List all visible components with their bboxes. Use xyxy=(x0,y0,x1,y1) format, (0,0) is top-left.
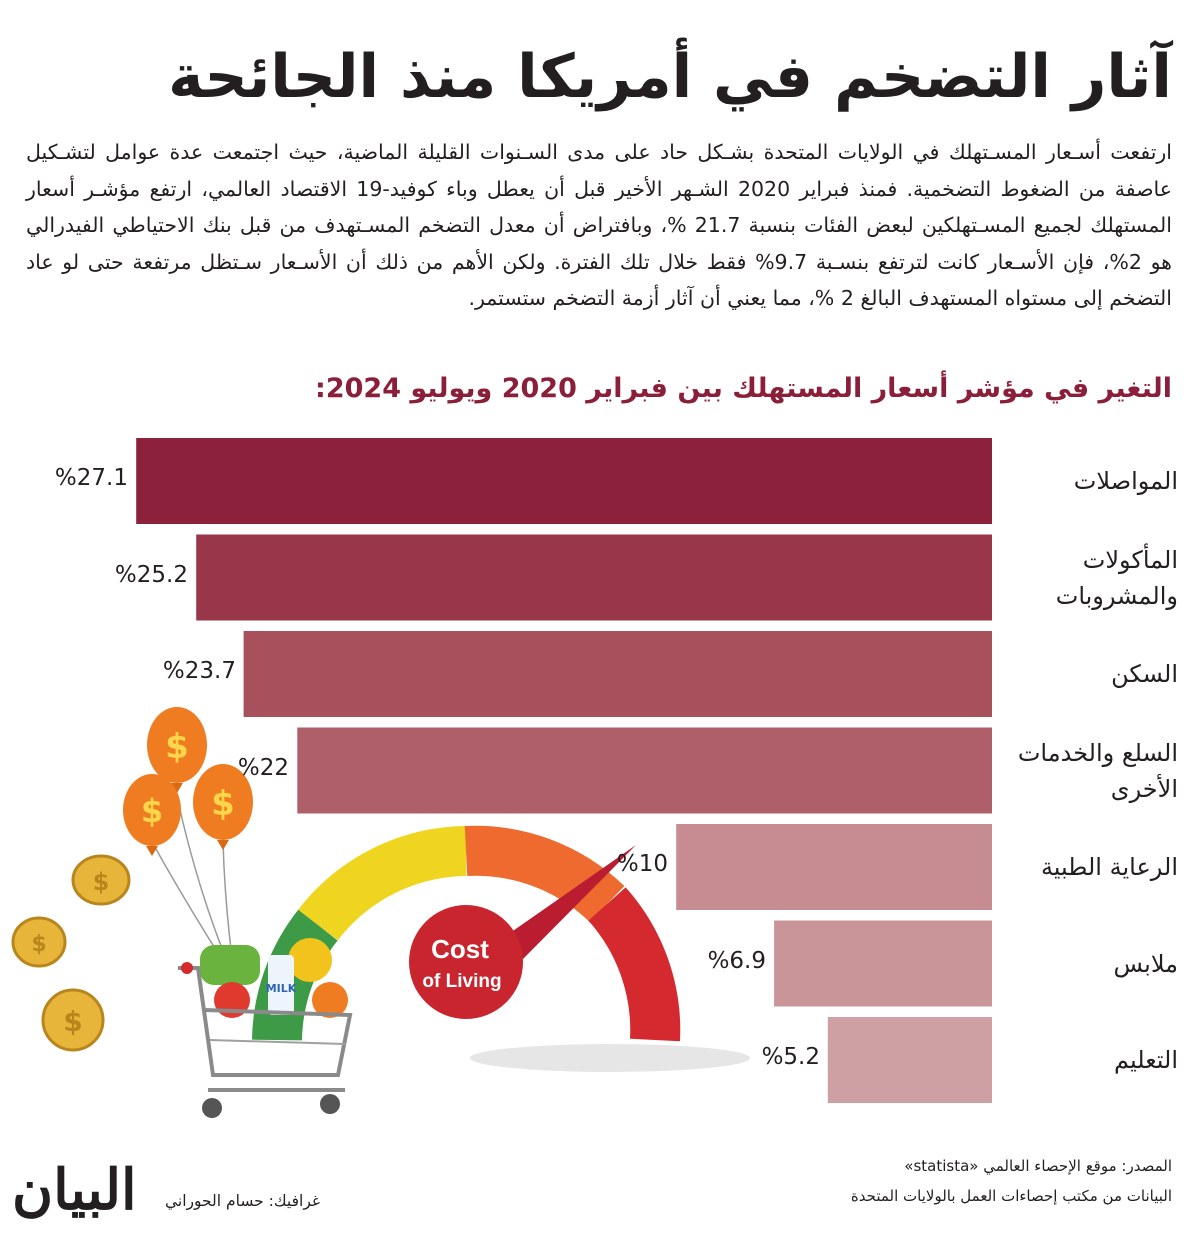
value-label-6: %5.2 xyxy=(761,1044,820,1070)
gauge-shadow xyxy=(470,1044,750,1072)
bar-4 xyxy=(676,824,992,910)
value-label-1: %25.2 xyxy=(114,562,188,588)
category-label-1: المأكولات والمشروبات xyxy=(1055,546,1178,610)
chart-bars xyxy=(136,438,993,1103)
albayan-logo: البيان xyxy=(12,1157,137,1223)
page-title: آثار التضخم في أمريكا منذ الجائحة xyxy=(168,42,1172,112)
bar-3 xyxy=(297,727,992,814)
shopping-cart-icon: MILK xyxy=(178,938,353,1118)
bar-0 xyxy=(136,438,992,524)
bar-6 xyxy=(827,1017,992,1103)
source-line-2: البيانات من مكتب إحصاءات العمل بالولايات… xyxy=(850,1187,1172,1205)
dollar-balloon-icon: $ xyxy=(147,707,207,793)
gold-coin-icon: $ xyxy=(71,854,131,906)
category-label-0: المواصلات xyxy=(1073,467,1178,495)
dollar-symbol: $ xyxy=(141,792,163,830)
gauge-hub xyxy=(409,905,523,1019)
source-note: المصدر: موقع الإحصاء العالمي «statista» … xyxy=(672,1151,1172,1211)
bar-2 xyxy=(243,631,993,717)
dollar-symbol: $ xyxy=(211,784,235,824)
gold-coin-icon: $ xyxy=(41,988,105,1052)
milk-label: MILK xyxy=(266,982,297,995)
dollar-balloon-icon: $ xyxy=(123,774,181,856)
chart-heading: التغير في مؤشر أسعار المستهلك بين فبراير… xyxy=(315,373,1172,404)
category-label-6: التعليم xyxy=(1114,1046,1178,1074)
dollar-symbol: $ xyxy=(31,932,46,957)
category-label-2: السكن xyxy=(1111,660,1178,688)
dollar-balloon-icon: $ xyxy=(193,764,253,850)
cost-of-living-illustration: Cost of Living $ $ $ $ $ xyxy=(11,707,750,1118)
bar-5 xyxy=(774,920,992,1007)
gauge-icon: Cost of Living xyxy=(252,825,681,1042)
value-label-5: %6.9 xyxy=(707,948,766,974)
value-label-2: %23.7 xyxy=(162,658,236,684)
dollar-symbol: $ xyxy=(165,727,189,767)
intro-paragraph: ارتفعت أسـعار المسـتهلك في الولايات المت… xyxy=(26,140,1172,310)
gauge-needle xyxy=(500,845,636,962)
gold-coin-icon: $ xyxy=(11,916,67,968)
value-label-3: %22 xyxy=(237,755,289,781)
graphic-credit: غرافيك: حسام الحوراني xyxy=(165,1192,320,1210)
value-label-0: %27.1 xyxy=(54,465,128,491)
category-label-4: الرعاية الطبية xyxy=(1040,853,1178,881)
value-label-4: %10 xyxy=(616,851,668,877)
source-line-1: المصدر: موقع الإحصاء العالمي «statista» xyxy=(904,1157,1172,1175)
category-label-3: السلع والخدمات الأخرى xyxy=(1017,739,1178,803)
gauge-text-living: of Living xyxy=(422,971,501,992)
dollar-symbol: $ xyxy=(63,1005,82,1038)
dollar-symbol: $ xyxy=(93,868,110,896)
bar-1 xyxy=(196,534,992,621)
category-label-5: ملابس xyxy=(1113,950,1178,978)
gauge-text-cost: Cost xyxy=(431,934,489,964)
